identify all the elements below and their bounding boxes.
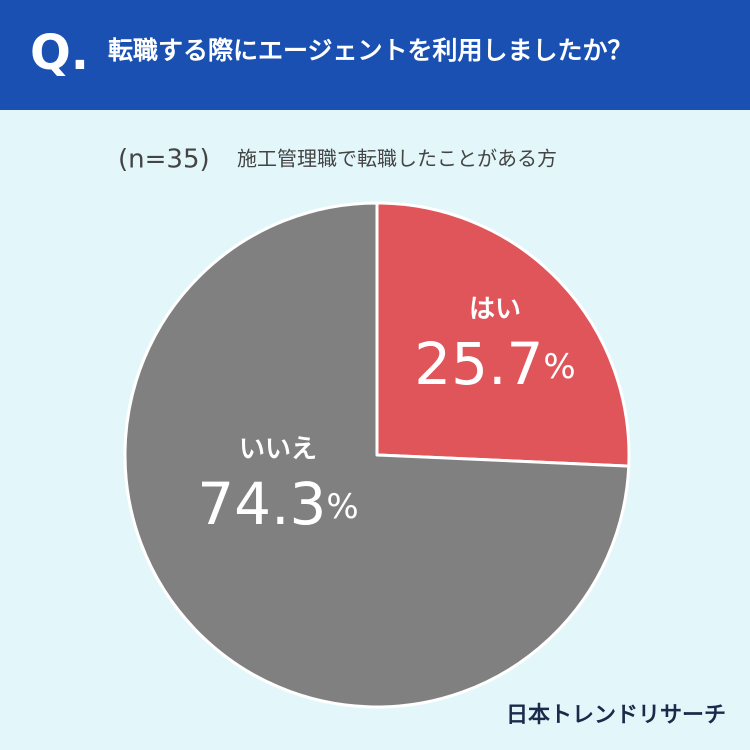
header-bar — [0, 0, 750, 110]
sample-size: (n=35) — [118, 145, 210, 175]
question: 転職する際にエージェントを利用しましたか？ — [108, 36, 633, 65]
value-label: 25.7% — [414, 330, 575, 398]
slice-label: いいえ — [239, 435, 317, 465]
pie-slice — [375, 201, 631, 468]
pie — [123, 201, 631, 709]
pie-slice — [123, 201, 631, 709]
q-mark: Q. — [30, 25, 89, 81]
value-label: 74.3% — [197, 470, 358, 538]
brand: 日本トレンドリサーチ — [506, 703, 726, 728]
slice-label: はい — [469, 295, 521, 325]
subtitle: 施工管理職で転職したことがある方 — [237, 147, 557, 171]
